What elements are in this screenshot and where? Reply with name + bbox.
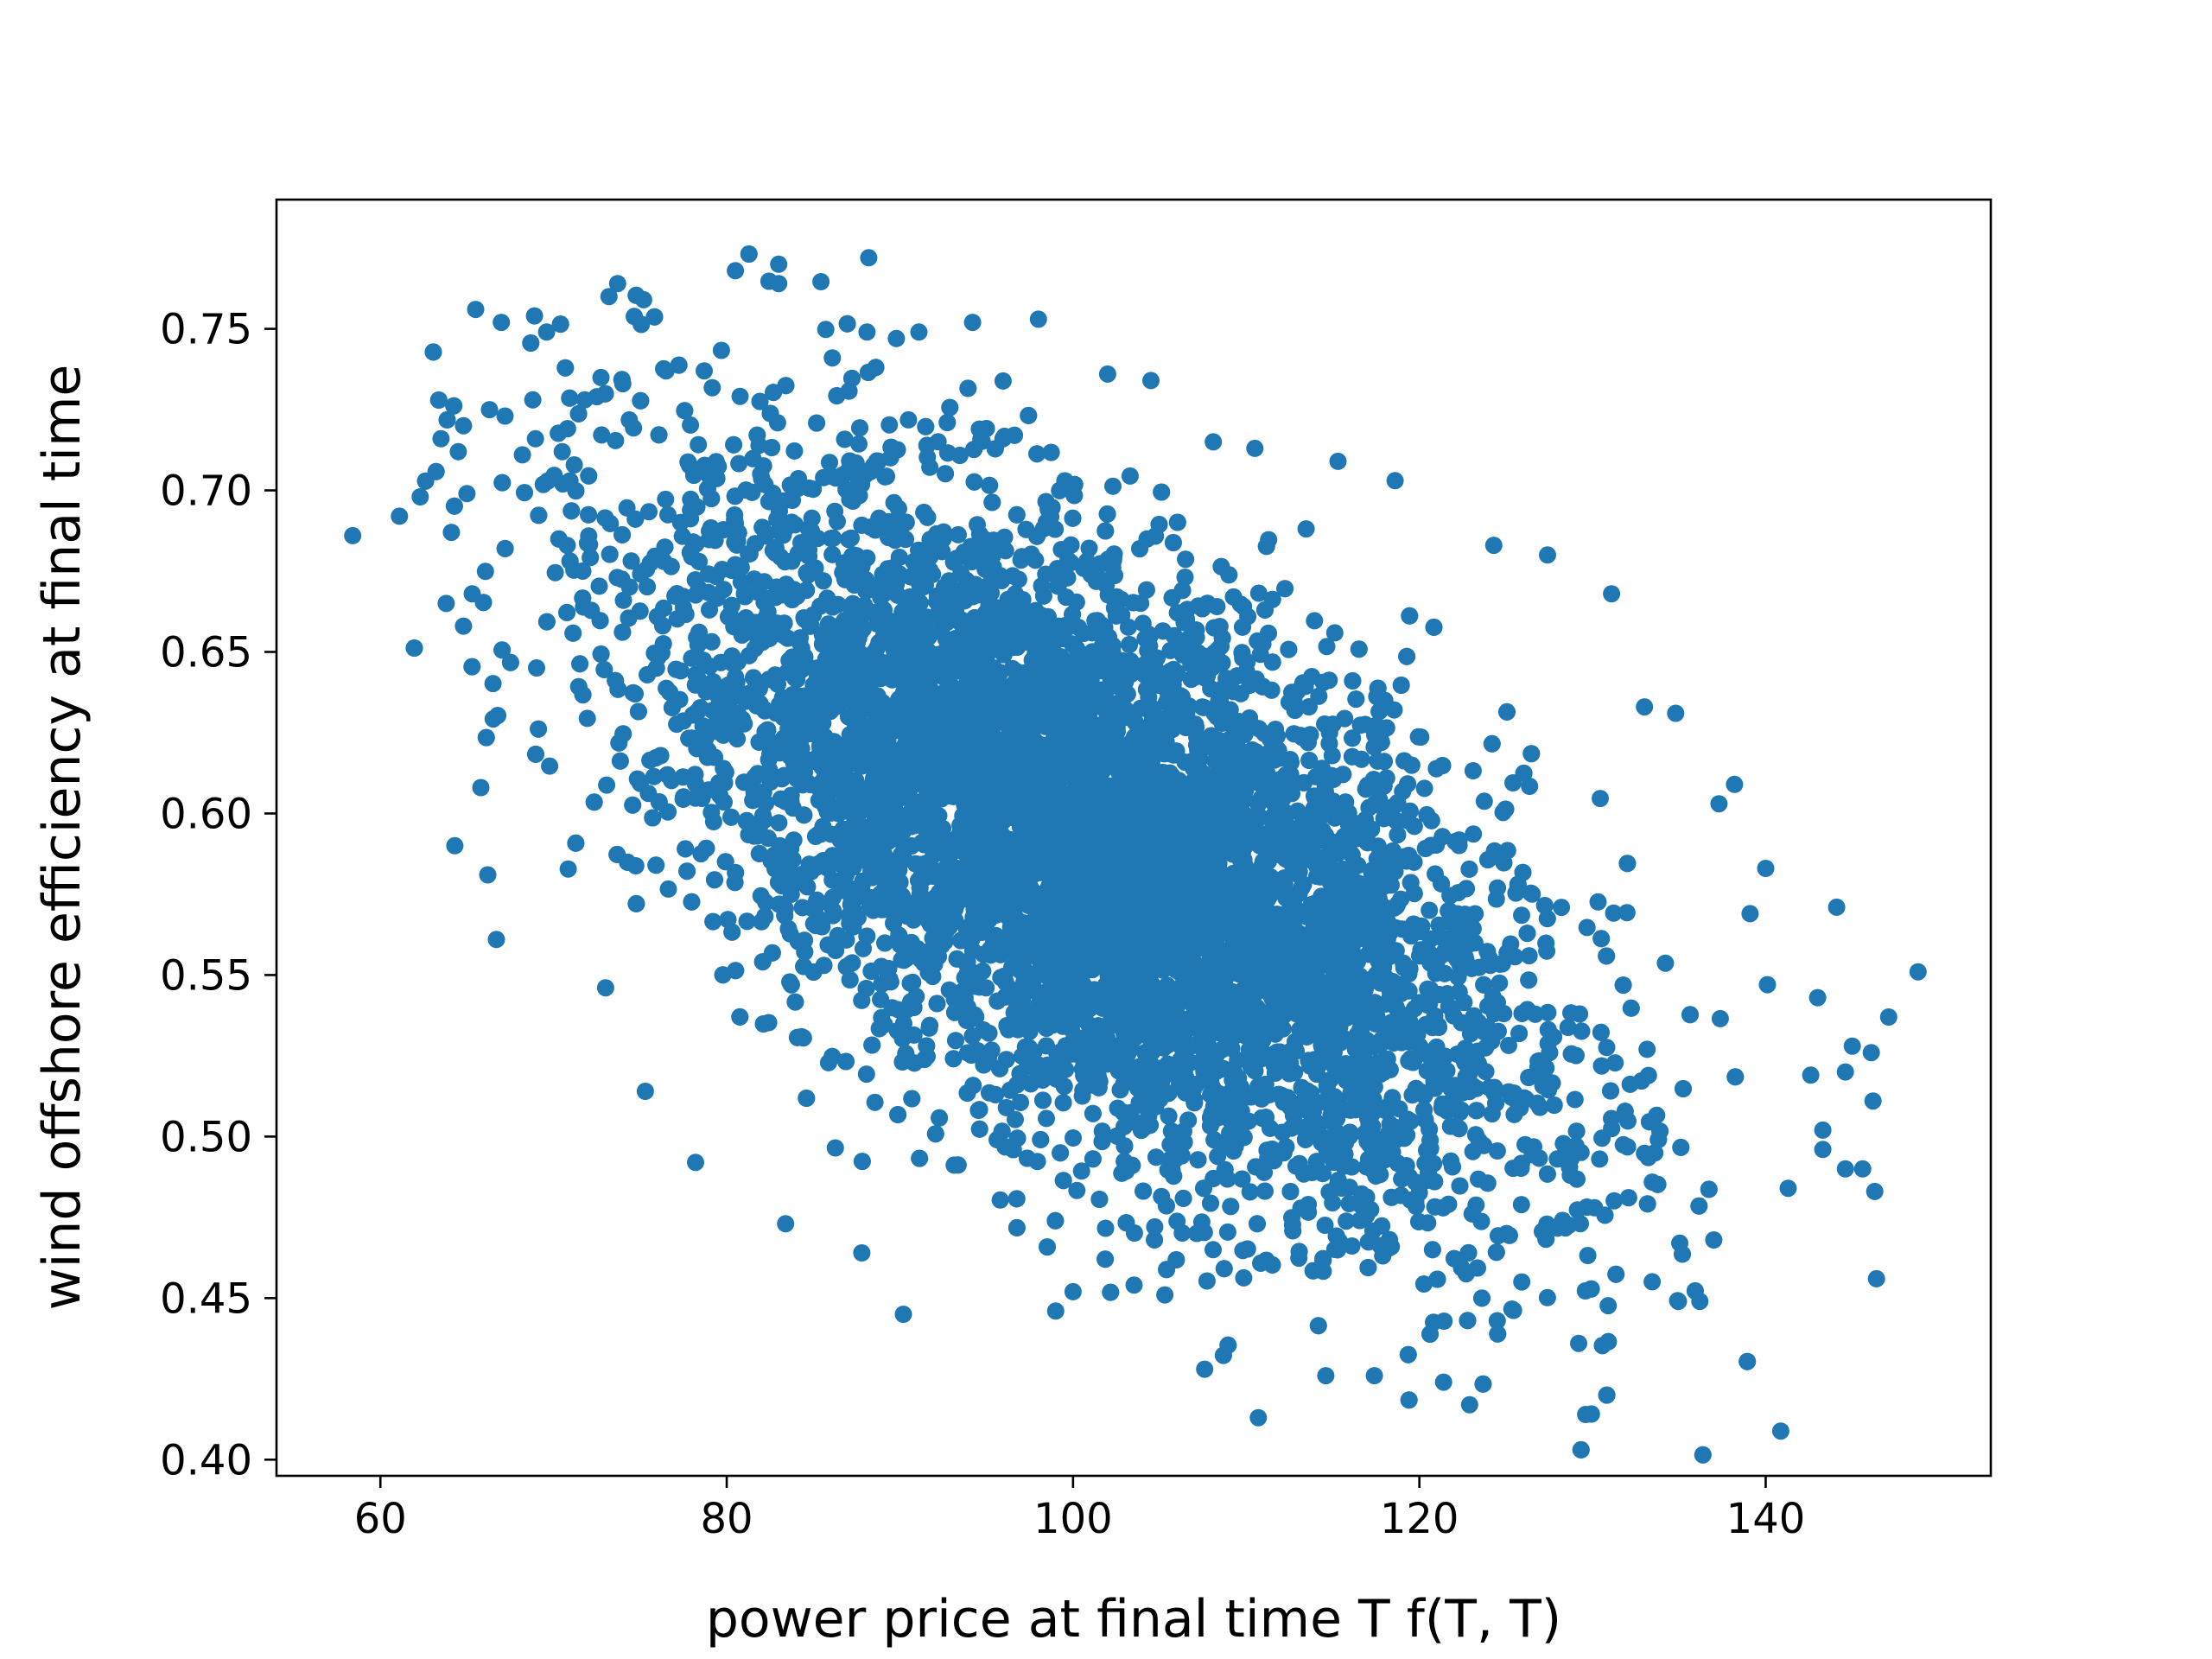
scatter-point <box>541 757 559 775</box>
scatter-point <box>1072 1162 1090 1180</box>
scatter-point <box>546 563 564 582</box>
scatter-point <box>1198 1272 1216 1290</box>
scatter-point <box>997 1098 1015 1116</box>
scatter-point <box>1325 624 1344 642</box>
scatter-point <box>1306 612 1324 630</box>
scatter-point <box>659 505 677 524</box>
scatter-point <box>829 512 846 531</box>
scatter-point <box>731 387 749 405</box>
scatter-point <box>770 814 788 832</box>
scatter-point <box>1566 1090 1584 1109</box>
scatter-point <box>817 321 835 339</box>
scatter-point <box>1591 1150 1609 1168</box>
scatter-point <box>1513 906 1530 925</box>
scatter-point <box>640 503 658 521</box>
scatter-point <box>565 456 583 474</box>
scatter-point <box>1096 1219 1115 1237</box>
scatter-point <box>1513 1273 1531 1291</box>
scatter-point <box>712 341 730 359</box>
scatter-point <box>1038 1109 1055 1128</box>
scatter-point <box>1249 584 1268 602</box>
scatter-point <box>1385 701 1403 719</box>
scatter-point <box>1316 1217 1334 1234</box>
scatter-point <box>493 314 511 332</box>
scatter-point <box>1475 792 1493 810</box>
scatter-point <box>1421 901 1439 919</box>
scatter-point <box>1656 954 1675 972</box>
scatter-point <box>880 416 899 434</box>
scatter-point <box>994 372 1012 390</box>
scatter-point <box>690 435 708 454</box>
scatter-point <box>1592 790 1609 808</box>
scatter-point <box>1521 778 1539 795</box>
scatter-point <box>1068 1181 1086 1199</box>
scatter-point <box>1606 1054 1624 1072</box>
scatter-point <box>1414 1275 1433 1293</box>
scatter-point <box>1080 539 1098 557</box>
scatter-points <box>344 245 1927 1464</box>
scatter-point <box>730 454 748 473</box>
scatter-point <box>559 860 577 878</box>
scatter-point <box>826 1139 844 1157</box>
scatter-point <box>526 429 544 448</box>
scatter-point <box>476 563 494 581</box>
scatter-point <box>866 1093 884 1111</box>
scatter-point <box>715 793 733 811</box>
scatter-point <box>1589 893 1607 911</box>
scatter-point <box>1643 1273 1662 1291</box>
scatter-point <box>857 1065 875 1084</box>
scatter-point <box>1297 520 1315 538</box>
scatter-point <box>1711 1009 1729 1027</box>
scatter-point <box>1771 1422 1789 1440</box>
scatter-point <box>598 776 616 794</box>
scatter-point <box>1578 918 1596 937</box>
scatter-point <box>1465 825 1483 843</box>
